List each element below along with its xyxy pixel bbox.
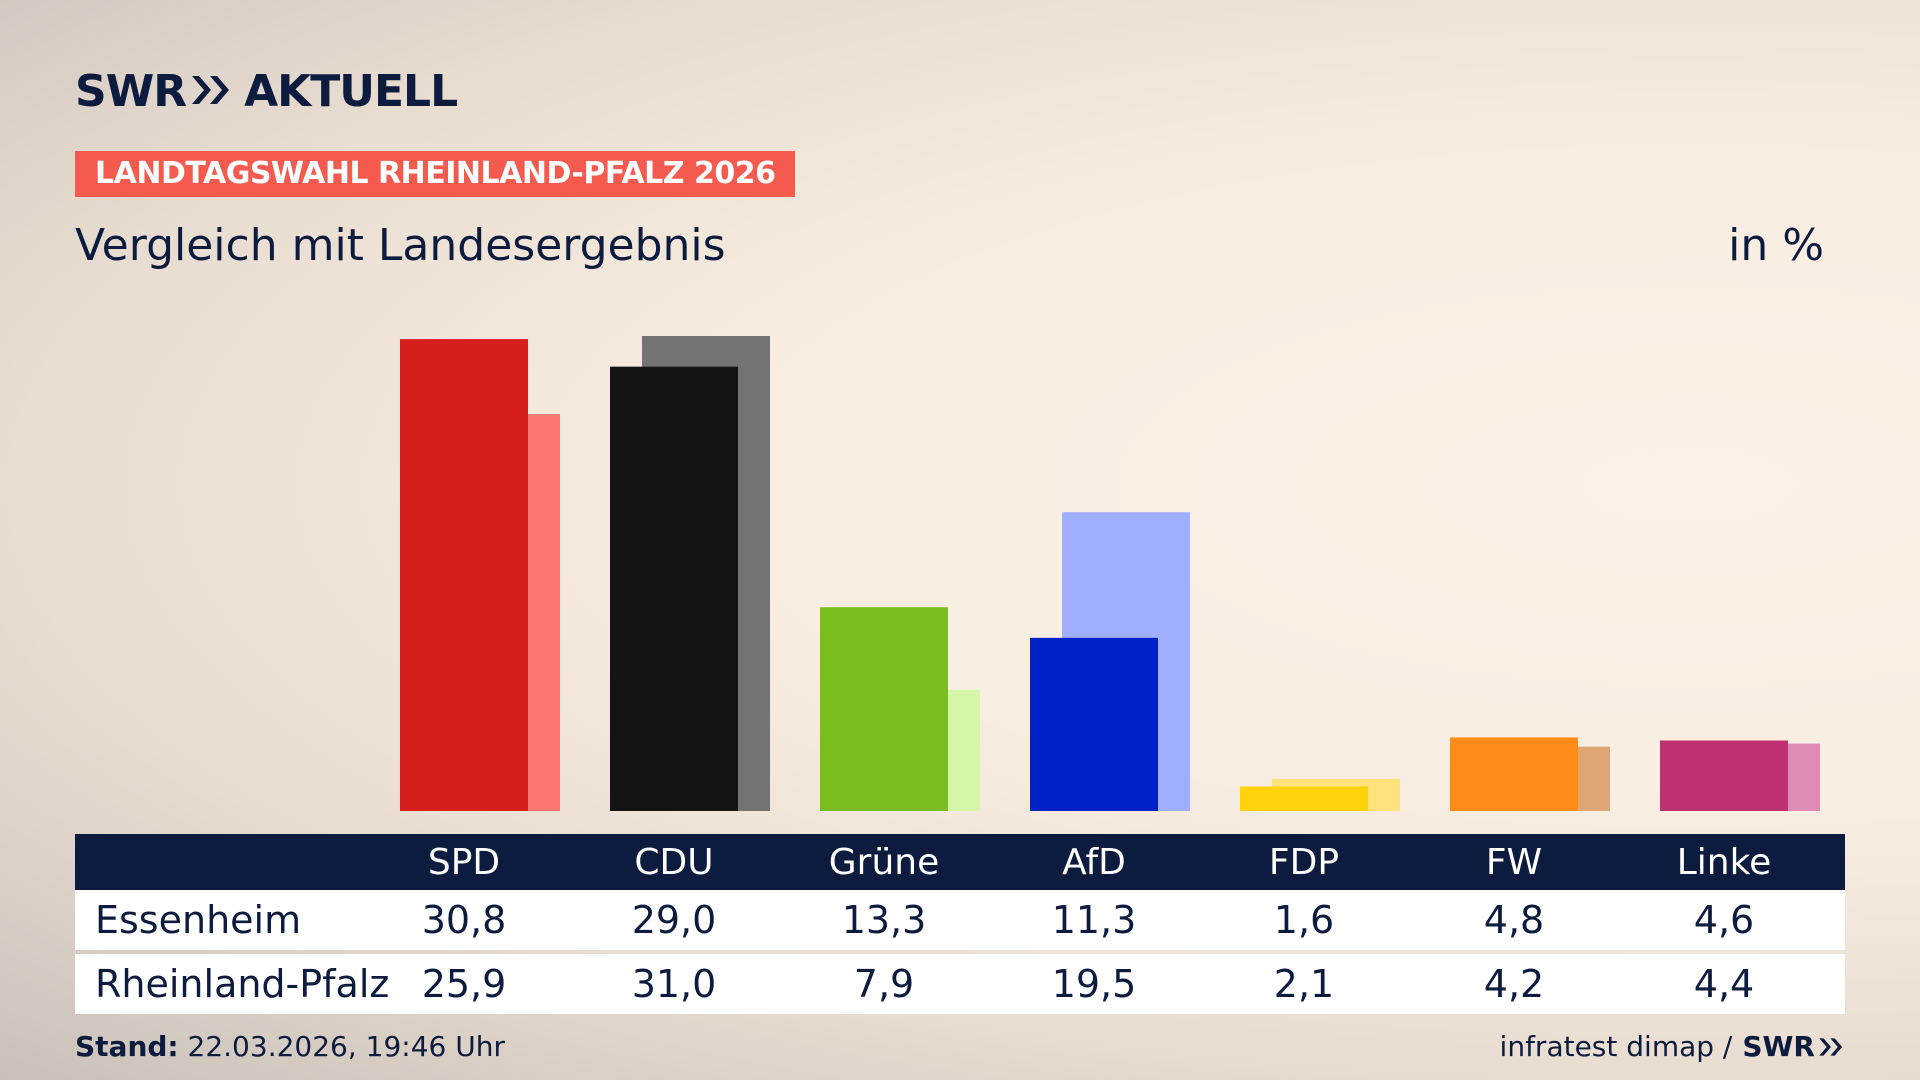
- value-cdu-rheinland-pfalz: 31,0: [631, 962, 717, 1006]
- value-linke-rheinland-pfalz: 4,4: [1693, 962, 1755, 1006]
- value-spd-essenheim: 30,8: [421, 898, 507, 942]
- bar-afd-essenheim: [1030, 637, 1158, 811]
- bar-fw-essenheim: [1450, 737, 1578, 811]
- column-header-fw: FW: [1485, 841, 1543, 883]
- row-label: Essenheim: [95, 898, 302, 942]
- column-header-cdu: CDU: [634, 841, 714, 883]
- timestamp: Stand: 22.03.2026, 19:46 Uhr: [75, 1030, 505, 1063]
- column-header-fdp: FDP: [1268, 841, 1340, 883]
- column-header-linke: Linke: [1676, 841, 1772, 883]
- results-table: SPD CDU Grüne AfD FDP FW Linke Essenheim 30,8 2…: [75, 834, 1845, 1014]
- value-gr-ne-rheinland-pfalz: 7,9: [853, 962, 915, 1006]
- value-fdp-essenheim: 1,6: [1273, 898, 1335, 942]
- bar-cdu-essenheim: [610, 366, 738, 811]
- swr-aktuell-logo: SWR AKTUELL: [75, 66, 458, 117]
- logo-swr-text: SWR: [75, 66, 187, 117]
- column-header-gr-ne: Grüne: [828, 841, 940, 883]
- value-cdu-essenheim: 29,0: [631, 898, 717, 942]
- value-spd-rheinland-pfalz: 25,9: [421, 962, 507, 1006]
- bar-gr-ne-essenheim: [820, 607, 948, 811]
- chart-subtitle: Vergleich mit Landesergebnis: [75, 220, 726, 271]
- source-swr-logo: SWR: [1742, 1030, 1844, 1063]
- row-label: Rheinland-Pfalz: [95, 962, 390, 1006]
- value-afd-essenheim: 11,3: [1051, 898, 1137, 942]
- source-swr-text: SWR: [1742, 1030, 1815, 1063]
- bar-linke-essenheim: [1660, 740, 1788, 811]
- unit-label: in %: [1728, 220, 1824, 271]
- logo-aktuell-text: AKTUELL: [244, 66, 458, 117]
- value-linke-essenheim: 4,6: [1693, 898, 1755, 942]
- source-text: infratest dimap /: [1499, 1030, 1733, 1063]
- stand-label: Stand:: [75, 1030, 179, 1063]
- value-gr-ne-essenheim: 13,3: [841, 898, 927, 942]
- table-row-rheinland-pfalz: Rheinland-Pfalz 25,9 31,0 7,9 19,5 2,1 4,2 4,4: [75, 954, 1845, 1014]
- value-fw-essenheim: 4,8: [1483, 898, 1545, 942]
- bar-fdp-essenheim: [1240, 786, 1368, 811]
- value-afd-rheinland-pfalz: 19,5: [1051, 962, 1137, 1006]
- value-fdp-rheinland-pfalz: 2,1: [1273, 962, 1335, 1006]
- bar-spd-essenheim: [400, 339, 528, 811]
- column-header-afd: AfD: [1062, 841, 1126, 883]
- source-credit: infratest dimap / SWR: [1500, 1030, 1844, 1063]
- double-chevron-icon: [190, 66, 232, 117]
- value-fw-rheinland-pfalz: 4,2: [1483, 962, 1545, 1006]
- stand-value: 22.03.2026, 19:46 Uhr: [187, 1030, 505, 1063]
- bar-chart: [400, 336, 1820, 811]
- table-header: SPD CDU Grüne AfD FDP FW Linke: [75, 834, 1845, 890]
- table-row-essenheim: Essenheim 30,8 29,0 13,3 11,3 1,6 4,8 4,6: [75, 890, 1845, 950]
- column-header-spd: SPD: [427, 841, 501, 883]
- election-kicker: LANDTAGSWAHL RHEINLAND-PFALZ 2026: [75, 151, 796, 197]
